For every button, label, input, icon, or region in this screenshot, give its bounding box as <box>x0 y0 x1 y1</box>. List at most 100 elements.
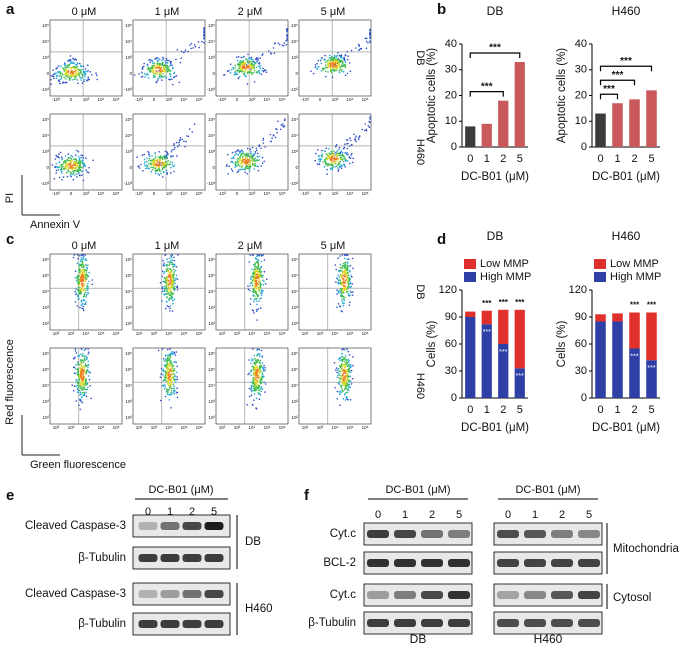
y-tick-label: 10² <box>291 415 298 420</box>
event-dot <box>151 163 154 166</box>
event-dot <box>170 366 173 368</box>
event-dot <box>263 259 266 261</box>
event-dot <box>83 391 85 394</box>
event-dot <box>322 67 325 70</box>
event-dot <box>341 267 344 269</box>
event-dot <box>175 141 178 144</box>
y-tick-label: 10³ <box>291 399 298 404</box>
event-dot <box>339 160 342 163</box>
event-dot <box>161 287 164 290</box>
blot-box <box>132 612 231 636</box>
plot-frame <box>132 19 206 97</box>
event-dot <box>74 70 76 73</box>
event-dot <box>367 42 369 44</box>
event-dot <box>73 158 75 161</box>
event-dot <box>345 279 347 282</box>
event-dot <box>154 169 157 172</box>
plot-frame <box>49 347 123 425</box>
event-dot <box>254 263 256 266</box>
event-dot <box>167 163 169 165</box>
event-dot <box>240 67 242 70</box>
event-dot <box>87 360 89 363</box>
event-dot <box>148 153 150 156</box>
event-dot <box>255 308 258 311</box>
event-dot <box>237 164 240 166</box>
event-dot <box>251 73 253 76</box>
event-dot <box>170 363 173 365</box>
event-dot <box>80 374 82 377</box>
event-dot <box>91 74 93 76</box>
band <box>551 591 573 599</box>
event-dot <box>53 178 56 180</box>
event-dot <box>84 78 86 81</box>
band <box>138 620 158 628</box>
axis-label: DC-B01 (μM) <box>461 422 529 434</box>
event-dot <box>339 158 342 160</box>
event-dot <box>256 354 258 357</box>
event-dot <box>72 66 75 68</box>
panel-label: c <box>6 231 14 248</box>
event-dot <box>256 266 258 268</box>
event-dot <box>67 157 70 159</box>
event-dot <box>335 145 337 148</box>
event-dot <box>250 390 253 393</box>
event-dot <box>141 75 144 78</box>
event-dot <box>85 358 88 360</box>
event-dot <box>263 160 266 163</box>
event-dot <box>242 70 245 73</box>
event-dot <box>165 358 167 361</box>
significance-label: *** <box>647 301 657 310</box>
event-dot <box>348 278 350 281</box>
event-dot <box>249 165 252 168</box>
band <box>524 530 546 538</box>
event-dot <box>325 153 328 155</box>
band <box>204 620 224 628</box>
event-dot <box>95 72 97 74</box>
event-dot <box>176 145 179 148</box>
event-dot <box>250 374 252 377</box>
event-dot <box>256 368 258 371</box>
event-dot <box>340 391 342 394</box>
event-dot <box>341 270 343 272</box>
event-dot <box>346 382 348 385</box>
event-dot <box>256 262 259 264</box>
event-dot <box>321 155 324 157</box>
event-dot <box>350 369 353 372</box>
bar-segment <box>465 317 476 398</box>
event-dot <box>341 153 344 156</box>
event-dot <box>174 75 176 78</box>
event-dot <box>341 365 344 368</box>
event-dot <box>274 136 277 139</box>
event-dot <box>325 162 328 165</box>
bar-segment <box>595 321 606 398</box>
event-dot <box>157 349 160 352</box>
event-dot <box>332 66 335 68</box>
event-dot <box>232 68 235 70</box>
event-dot <box>260 307 262 309</box>
event-dot <box>85 388 87 391</box>
band <box>394 530 416 538</box>
event-dot <box>175 274 178 277</box>
event-dot <box>67 167 70 169</box>
event-dot <box>363 129 366 132</box>
event-dot <box>251 160 254 163</box>
event-dot <box>314 159 317 162</box>
event-dot <box>162 370 165 373</box>
event-dot <box>172 288 175 291</box>
event-dot <box>80 258 82 261</box>
event-dot <box>80 359 82 362</box>
event-dot <box>175 351 178 353</box>
event-dot <box>343 302 345 304</box>
fraction-label: Mitochondria <box>613 543 679 555</box>
event-dot <box>323 165 326 168</box>
x-tick-label: 1 <box>614 404 620 416</box>
event-dot <box>253 81 256 83</box>
y-tick-label: 10⁵ <box>125 367 132 372</box>
y-tick-label: 120 <box>439 284 457 296</box>
x-tick-label: 10³ <box>317 425 324 430</box>
event-dot <box>78 363 81 366</box>
event-dot <box>329 157 331 159</box>
y-tick-label: 10⁴ <box>125 133 132 138</box>
event-dot <box>172 268 175 271</box>
event-dot <box>239 162 241 165</box>
